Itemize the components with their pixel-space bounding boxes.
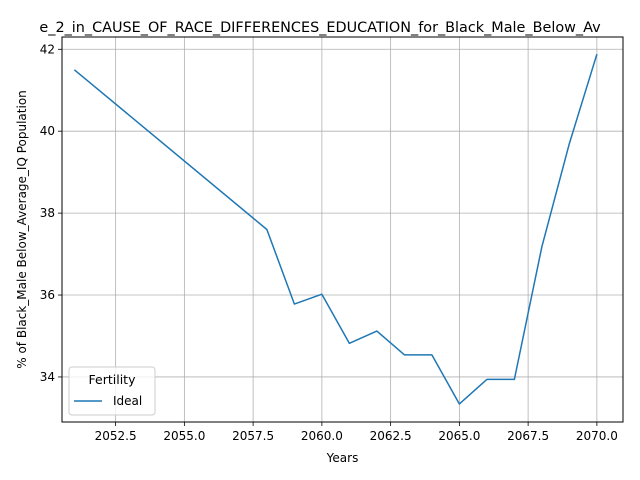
x-axis-label: Years <box>326 451 359 465</box>
x-tick-label: 2052.5 <box>95 429 137 443</box>
x-tick-label: 2062.5 <box>370 429 412 443</box>
series-line-ideal <box>73 53 598 405</box>
legend: Fertility Ideal <box>68 366 156 416</box>
legend-title: Fertility <box>89 372 137 387</box>
grid <box>62 37 623 422</box>
x-tick-label: 2067.5 <box>507 429 549 443</box>
plot-frame <box>61 36 624 423</box>
y-tick-label: 38 <box>40 206 55 220</box>
y-tick-label: 42 <box>40 42 55 56</box>
x-tick-label: 2060.0 <box>301 429 343 443</box>
y-tick-label: 40 <box>40 124 55 138</box>
y-axis-label: % of Black_Male Below_Average_IQ Populat… <box>15 90 29 369</box>
x-tick-label: 2055.0 <box>163 429 205 443</box>
y-axis: 34 36 38 40 42 <box>40 42 62 384</box>
y-tick-label: 36 <box>40 288 55 302</box>
y-tick-label: 34 <box>40 370 55 384</box>
legend-label-ideal: Ideal <box>113 394 142 408</box>
x-tick-label: 2070.0 <box>576 429 618 443</box>
x-axis: 2052.5 2055.0 2057.5 2060.0 2062.5 2065.0 2067… <box>95 422 618 443</box>
x-tick-label: 2057.5 <box>232 429 274 443</box>
plot-series <box>73 53 598 405</box>
chart-title: e_2_in_CAUSE_OF_RACE_DIFFERENCES_EDUCATI… <box>39 20 601 36</box>
legend-box <box>68 366 156 416</box>
x-tick-label: 2065.0 <box>438 429 480 443</box>
